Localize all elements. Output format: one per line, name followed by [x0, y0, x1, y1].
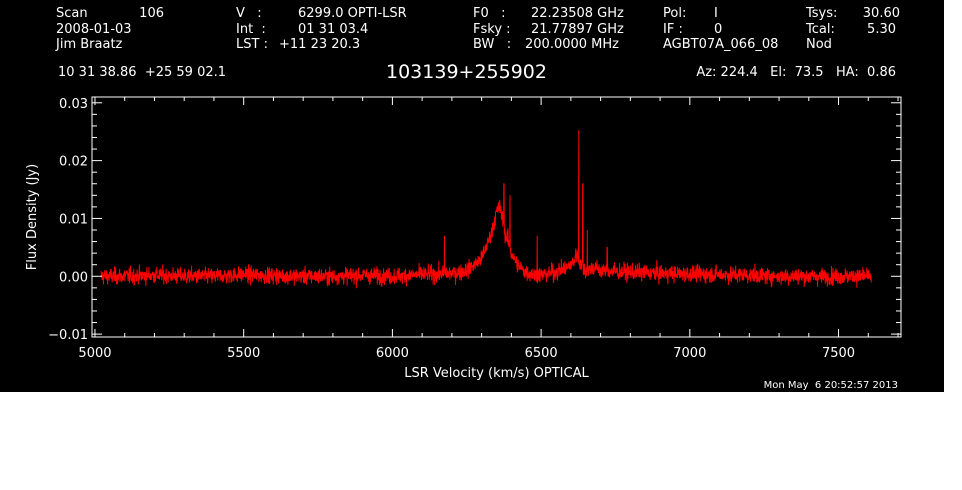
tcal-value: 5.30	[867, 22, 896, 37]
y-axis-ticks: −0.01 0.00 0.01 0.02 0.03	[48, 97, 901, 343]
az-el-ha-text: Az: 224.4 El: 73.5 HA: 0.86	[696, 65, 896, 80]
velocity-value: 6299.0 OPTI-LSR	[298, 6, 407, 21]
date-text: 2008-01-03	[56, 22, 132, 37]
source-title: 103139+255902	[386, 61, 547, 83]
f0-value: 22.23508 GHz	[531, 6, 624, 21]
y-tick-label: 0.01	[59, 212, 88, 227]
project-id: AGBT07A_066_08	[663, 37, 779, 52]
tsys-label: Tsys:	[806, 6, 838, 21]
velocity-label: V :	[236, 6, 262, 21]
fsky-label: Fsky :	[473, 22, 511, 37]
x-tick-label: 6000	[376, 346, 409, 361]
if-value: 0	[714, 22, 723, 37]
int-value: 01 31 03.4	[298, 22, 369, 37]
f0-label: F0 :	[473, 6, 506, 21]
timestamp-text: Mon May 6 20:52:57 2013	[763, 380, 898, 391]
y-tick-label: −0.01	[48, 328, 88, 343]
plot-frame	[91, 96, 902, 338]
y-tick-label: 0.03	[59, 97, 88, 112]
lst-label: LST :	[236, 37, 268, 52]
x-tick-label: 7000	[673, 346, 706, 361]
int-label: Int :	[236, 22, 266, 37]
fsky-value: 21.77897 GHz	[531, 22, 624, 37]
coordinates-text: 10 31 38.86 +25 59 02.1	[58, 65, 227, 80]
bw-value: 200.0000 MHz	[525, 37, 619, 52]
x-axis-label: LSR Velocity (km/s) OPTICAL	[404, 366, 589, 381]
plot-panel: Scan 106 2008-01-03 Jim Braatz V : 6299.…	[0, 0, 944, 392]
mode-text: Nod	[806, 37, 832, 52]
bw-label: BW :	[473, 37, 512, 52]
x-tick-label: 5000	[78, 346, 111, 361]
observer-name: Jim Braatz	[56, 37, 123, 52]
pol-label: Pol:	[663, 6, 687, 21]
x-tick-label: 5500	[227, 346, 260, 361]
y-axis-label: Flux Density (Jy)	[25, 164, 40, 270]
x-axis-ticks: 5000 5500 6000 6500 7000 7500	[78, 97, 899, 361]
tsys-value: 30.60	[862, 6, 900, 21]
y-tick-label: 0.02	[59, 155, 88, 170]
pol-value: I	[714, 6, 718, 21]
spectrum-series-line	[100, 129, 872, 289]
x-tick-label: 7500	[822, 346, 855, 361]
y-tick-label: 0.00	[59, 270, 88, 285]
scan-value: 106	[139, 6, 164, 21]
lst-value: +11 23 20.3	[279, 37, 361, 52]
x-tick-label: 6500	[525, 346, 558, 361]
if-label: IF :	[663, 22, 683, 37]
scan-label: Scan	[56, 6, 88, 21]
tcal-label: Tcal:	[806, 22, 835, 37]
